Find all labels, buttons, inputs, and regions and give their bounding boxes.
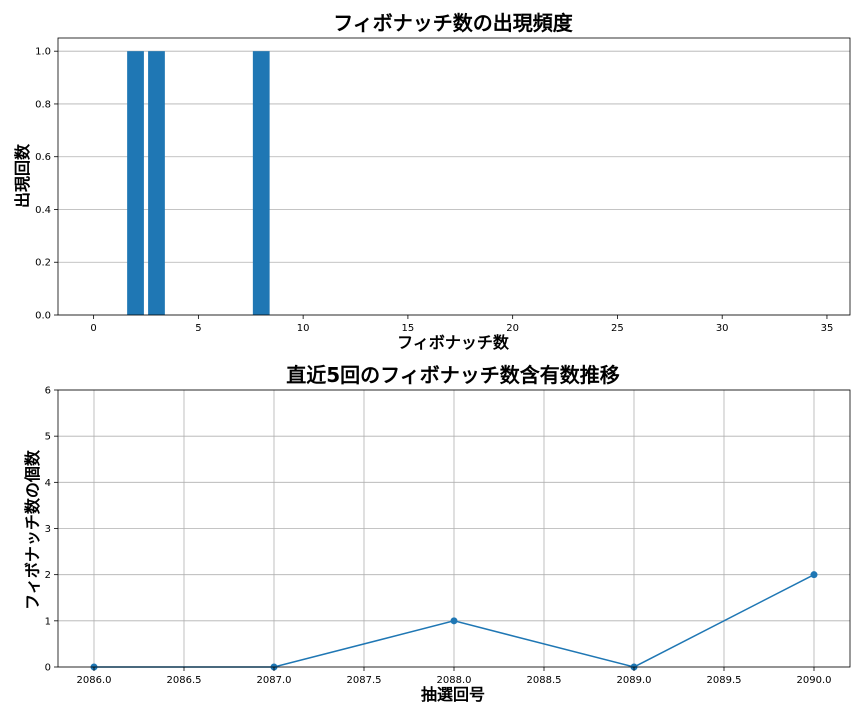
chart2-y-ticks: 0 1 2 3 4 5 6 — [45, 386, 58, 674]
chart1-bars — [127, 51, 270, 315]
chart2-title: 直近5回のフィボナッチ数含有数推移 — [286, 363, 620, 387]
bar — [252, 51, 270, 315]
y-tick-label: 0 — [45, 663, 51, 674]
y-tick-label: 3 — [45, 524, 51, 535]
y-tick-label: 2 — [45, 570, 51, 581]
x-tick-label: 5 — [195, 323, 201, 334]
x-tick-label: 2086.0 — [77, 675, 112, 686]
x-tick-label: 2086.5 — [167, 675, 202, 686]
y-tick-label: 6 — [45, 386, 51, 397]
x-tick-label: 2089.0 — [617, 675, 652, 686]
y-tick-label: 0.8 — [35, 99, 51, 110]
x-tick-label: 2088.0 — [437, 675, 472, 686]
chart1-title: フィボナッチ数の出現頻度 — [333, 11, 574, 35]
y-tick-label: 1.0 — [35, 47, 51, 58]
chart1-y-axis-label: 出現回数 — [13, 143, 32, 208]
bar — [148, 51, 165, 315]
chart1-x-axis-label: フィボナッチ数 — [397, 333, 510, 352]
y-tick-label: 5 — [45, 432, 51, 443]
y-tick-label: 0.2 — [35, 258, 51, 269]
y-tick-label: 0.0 — [35, 311, 51, 322]
x-tick-label: 20 — [506, 323, 519, 334]
x-tick-label: 10 — [297, 323, 310, 334]
chart2-y-axis-label: フィボナッチ数の個数 — [23, 449, 42, 610]
x-tick-label: 2090.0 — [797, 675, 832, 686]
x-tick-label: 15 — [402, 323, 415, 334]
y-tick-label: 4 — [45, 478, 51, 489]
y-tick-label: 1 — [45, 616, 51, 627]
data-point — [810, 571, 818, 579]
y-tick-label: 0.4 — [35, 205, 51, 216]
chart-recent-fibonacci-count: 直近5回のフィボナッチ数含有数推移 2086.0 2086.5 2087.0 2087… — [23, 363, 851, 704]
x-tick-label: 2089.5 — [707, 675, 742, 686]
chart2-x-axis-label: 抽選回号 — [421, 685, 485, 704]
chart1-axes-frame — [57, 37, 851, 316]
chart1-x-ticks: 0 5 10 15 20 25 30 35 — [90, 315, 833, 334]
x-tick-label: 30 — [716, 323, 729, 334]
x-tick-label: 2088.5 — [527, 675, 562, 686]
chart2-gridlines — [58, 389, 850, 668]
chart-fibonacci-frequency: フィボナッチ数の出現頻度 0 5 10 15 20 25 30 35 0.0 0.2 0.4 0.6… — [13, 11, 851, 352]
x-tick-label: 35 — [821, 323, 834, 334]
chart1-gridlines — [58, 50, 850, 316]
x-tick-label: 25 — [611, 323, 624, 334]
x-tick-label: 2087.5 — [347, 675, 382, 686]
bar — [127, 51, 144, 315]
x-tick-label: 0 — [90, 323, 96, 334]
x-tick-label: 2087.0 — [257, 675, 292, 686]
data-point — [450, 617, 458, 625]
y-tick-label: 0.6 — [35, 152, 51, 163]
chart1-y-ticks: 0.0 0.2 0.4 0.6 0.8 1.0 — [35, 47, 58, 322]
chart2-x-ticks: 2086.0 2086.5 2087.0 2087.5 2088.0 2088.5 2089… — [77, 667, 832, 686]
